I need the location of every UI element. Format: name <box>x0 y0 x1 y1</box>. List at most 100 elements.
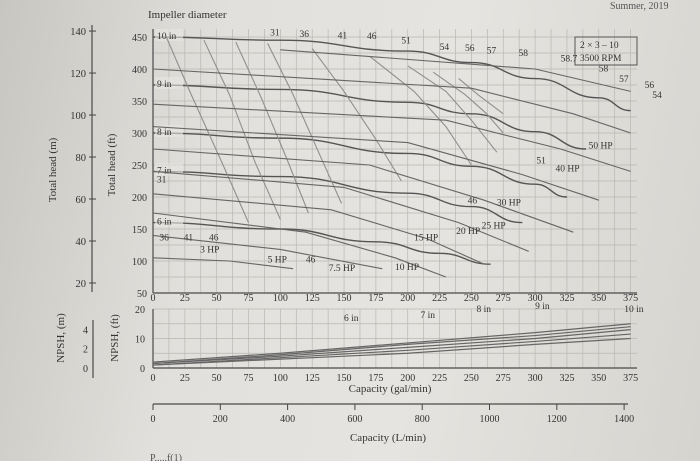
impeller-label-bg <box>155 214 183 227</box>
gpm-tick-main: 200 <box>400 293 415 304</box>
npsh-tag: 6 in <box>344 314 359 324</box>
gpm-tick-main: 50 <box>212 293 222 304</box>
efficiency-label: 36 <box>299 30 309 40</box>
lpm-tick: 0 <box>151 414 156 425</box>
npsh-m-tick: 0 <box>83 364 88 375</box>
hp-label: 30 HP <box>497 198 521 208</box>
hp-curve <box>152 126 599 201</box>
gpm-tick-npsh: 350 <box>591 373 606 384</box>
efficiency-label: 41 <box>184 234 194 244</box>
hp-curve <box>280 49 631 92</box>
hp-curve <box>152 68 631 134</box>
efficiency-label: 54 <box>440 43 450 53</box>
efficiency-curve <box>432 71 504 134</box>
lpm-tick: 1200 <box>547 414 567 425</box>
gpm-tick-main: 275 <box>496 293 511 304</box>
capacity-lpm-label: Capacity (L/min) <box>350 432 426 444</box>
efficiency-label: 54 <box>652 91 662 101</box>
gpm-tick-npsh: 300 <box>528 373 543 384</box>
gpm-tick-npsh: 325 <box>559 373 574 384</box>
impeller-diameter-title: Impeller diameter <box>148 9 227 21</box>
npsh-m-label: NPSH, (m) <box>55 313 67 363</box>
impeller-label-bg <box>155 77 183 89</box>
head-ft-tick: 200 <box>132 193 147 204</box>
bottom-cut-text: P.....f(1) <box>150 453 182 461</box>
npsh-curve <box>152 323 631 363</box>
head-ft-tick: 300 <box>132 129 147 140</box>
efficiency-label: 46 <box>209 234 219 244</box>
efficiency-curve <box>369 55 472 166</box>
gpm-tick-npsh: 150 <box>337 373 352 384</box>
hp-label: 15 HP <box>414 234 438 244</box>
top-corner-text: Summer, 2019 <box>610 1 669 12</box>
hp-curve <box>152 234 383 270</box>
efficiency-curve <box>235 41 309 214</box>
hp-curve <box>152 257 294 270</box>
npsh-tag: 7 in <box>420 311 435 321</box>
efficiency-label: 51 <box>401 36 411 46</box>
hp-curve <box>152 193 485 265</box>
efficiency-curve <box>311 48 402 182</box>
efficiency-label: 57 <box>619 75 629 85</box>
efficiency-label: 58 <box>599 65 609 75</box>
efficiency-label: 46 <box>306 255 316 265</box>
npsh-m-tick: 2 <box>83 345 88 356</box>
npsh-tag: 8 in <box>477 305 492 315</box>
gpm-tick-npsh: 100 <box>273 373 288 384</box>
hp-label: 25 HP <box>482 221 506 231</box>
npsh-tag: 10 in <box>624 305 644 315</box>
gpm-tick-npsh: 75 <box>244 373 254 384</box>
head-m-tick: 80 <box>76 153 87 164</box>
axes <box>91 25 637 405</box>
efficiency-label: 31 <box>157 175 167 185</box>
head-m-tick: 140 <box>70 27 86 38</box>
lpm-tick: 1400 <box>614 414 634 425</box>
npsh-curve <box>152 337 631 366</box>
hp-label: 40 HP <box>555 164 579 174</box>
pump-speed: 3500 RPM <box>580 54 622 64</box>
impeller-curve <box>152 36 631 112</box>
impeller-label: 9 in <box>155 77 183 90</box>
impeller-label-text: 6 in <box>157 218 172 228</box>
head-m-tick: 120 <box>70 69 86 80</box>
gpm-tick-npsh: 0 <box>151 373 156 384</box>
efficiency-label: 46 <box>468 196 478 206</box>
main-grid <box>152 29 637 294</box>
head-ft-tick: 350 <box>132 97 147 108</box>
hp-curve <box>152 103 631 172</box>
gpm-tick-main: 175 <box>368 293 383 304</box>
gpm-tick-main: 75 <box>244 293 254 304</box>
gpm-tick-npsh: 225 <box>432 373 447 384</box>
npsh-ft-label: NPSH, (ft) <box>109 314 121 362</box>
efficiency-label: 41 <box>338 31 348 41</box>
efficiency-label: 56 <box>465 44 475 54</box>
efficiency-curve <box>267 43 343 204</box>
gpm-tick-npsh: 275 <box>496 373 511 384</box>
gpm-tick-main: 0 <box>151 293 156 304</box>
head-m-tick: 100 <box>70 111 86 122</box>
impeller-curve <box>152 221 491 265</box>
hp-label: 20 HP <box>456 227 480 237</box>
head-ft-tick: 150 <box>132 225 147 236</box>
efficiency-curve <box>407 65 498 153</box>
gpm-tick-main: 250 <box>464 293 479 304</box>
head-ft-tick: 400 <box>132 65 147 76</box>
impeller-label-text: 7 in <box>157 166 172 176</box>
npsh-m-tick: 4 <box>83 325 88 336</box>
impeller-label: 6 in <box>155 214 183 228</box>
impeller-curve <box>152 170 523 224</box>
impeller-label: 10 in <box>155 29 183 42</box>
impeller-label-text: 8 in <box>157 128 172 138</box>
efficiency-curve <box>458 78 504 115</box>
lpm-tick: 400 <box>280 414 295 425</box>
tick-labels: 0025255050757510010012512515015017517520… <box>70 27 638 425</box>
hp-label: 10 HP <box>395 263 419 273</box>
gpm-tick-npsh: 250 <box>464 373 479 384</box>
gpm-tick-npsh: 125 <box>305 373 320 384</box>
hp-curve <box>152 170 529 252</box>
head-ft-tick: 250 <box>132 161 147 172</box>
gpm-tick-main: 25 <box>180 293 190 304</box>
